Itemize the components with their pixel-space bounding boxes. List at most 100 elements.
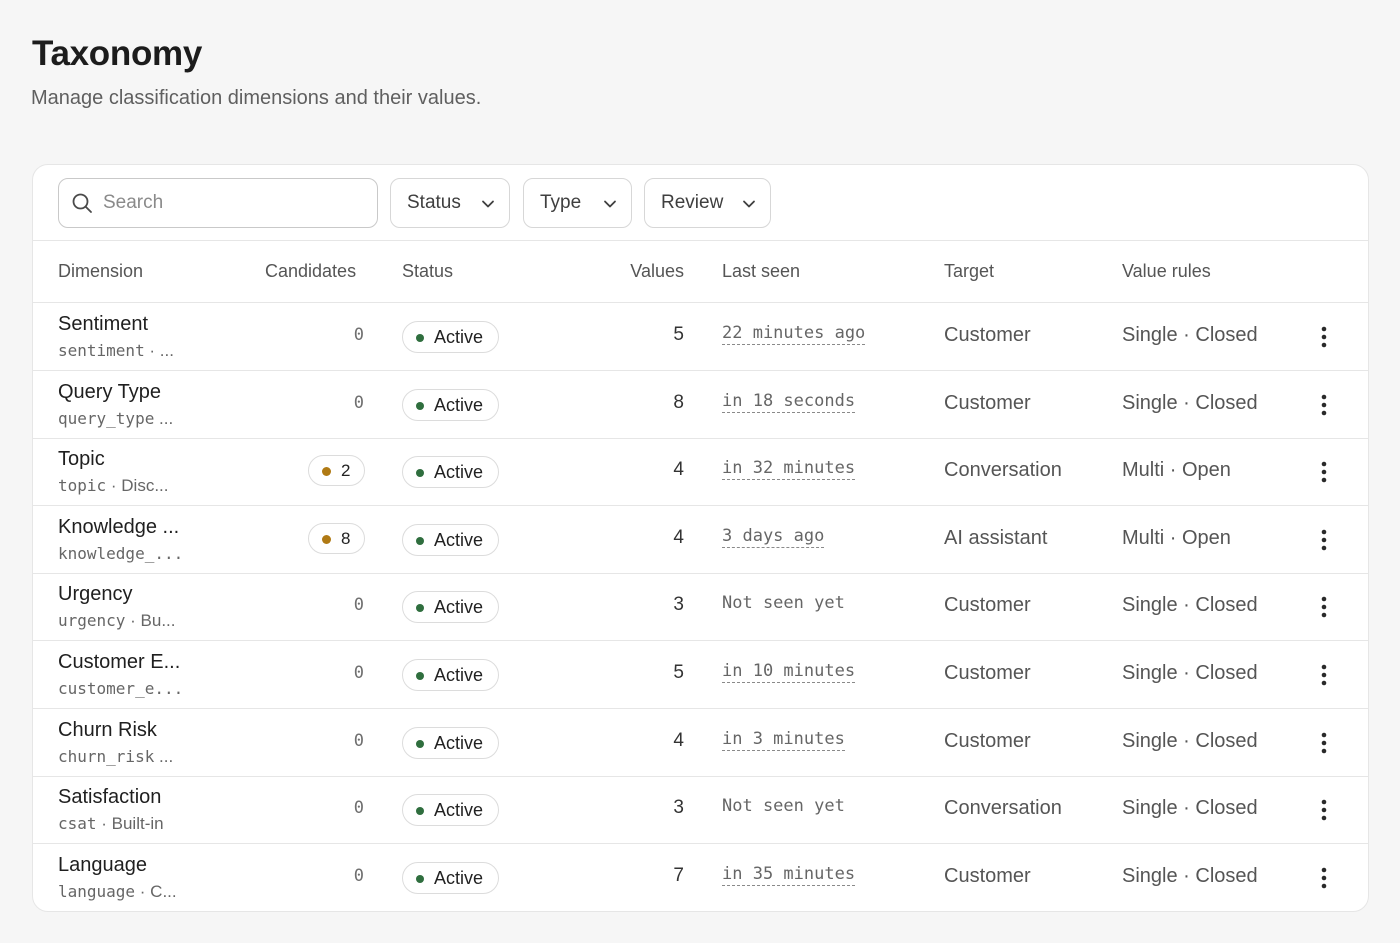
status-dot: [416, 739, 424, 748]
more-vertical-icon[interactable]: [1311, 864, 1337, 892]
dimension-description: · Disc...: [106, 476, 169, 496]
chevron-down-icon: [482, 200, 494, 208]
last-seen: in 18 seconds: [722, 390, 856, 413]
last-seen: 22 minutes ago: [722, 323, 866, 345]
dimension-slug: churn_risk: [58, 746, 155, 766]
search-box[interactable]: [58, 178, 378, 228]
table-row[interactable]: Urgency urgency · Bu... 0 Active 3 Not s…: [33, 573, 1368, 642]
table-row[interactable]: Customer E... customer_e... 0 Active 5 i…: [33, 641, 1368, 709]
dimension-name: Query Type: [58, 380, 162, 403]
table-row[interactable]: Language language · C... 0 Active 7 in 3…: [33, 844, 1368, 911]
table-row[interactable]: Query Type query_type ... 0 Active 8 in …: [33, 371, 1368, 439]
values-count: 5: [673, 324, 684, 345]
dimension-slug: urgency: [58, 611, 126, 631]
values-count: 3: [673, 594, 684, 616]
column-header-candidates[interactable]: Candidates: [265, 261, 357, 281]
column-header-value-rules[interactable]: Value rules: [1122, 261, 1211, 281]
status-filter-button[interactable]: Status: [390, 178, 510, 228]
target: Customer: [944, 729, 1031, 752]
candidates-count: 0: [353, 865, 364, 886]
dimension-name: Topic: [58, 448, 105, 471]
value-rules: Multi · Open: [1122, 459, 1231, 482]
target: Customer: [944, 662, 1031, 684]
page-title: Taxonomy: [32, 34, 203, 73]
dimension-name: Customer E...: [58, 651, 181, 673]
status-filter-label: Status: [407, 192, 461, 213]
target: Customer: [944, 391, 1031, 414]
more-vertical-icon[interactable]: [1311, 458, 1337, 486]
search-input[interactable]: [103, 189, 363, 217]
table-toolbar: Status Type Review: [33, 165, 1368, 241]
dimension-subtitle: churn_risk ...: [58, 747, 173, 767]
column-header-values[interactable]: Values: [630, 261, 684, 281]
candidates-badge[interactable]: 8: [308, 522, 365, 554]
values-count: 3: [673, 797, 684, 819]
dimension-description: ...: [154, 746, 174, 766]
status-badge: Active: [402, 388, 499, 421]
target: AI assistant: [944, 526, 1048, 549]
status-dot: [416, 334, 424, 342]
table-row[interactable]: Knowledge ... knowledge_... 8 Active 4 3…: [33, 506, 1368, 574]
candidates-count: 0: [353, 798, 364, 819]
dimension-subtitle: sentiment · ...: [58, 341, 174, 361]
table-row[interactable]: Topic topic · Disc... 2 Active 4 in 32 m…: [33, 438, 1368, 507]
status-badge: Active: [402, 659, 499, 691]
page-subtitle: Manage classification dimensions and the…: [31, 87, 482, 109]
dimension-name: Language: [58, 853, 147, 876]
status-badge: Active: [402, 523, 499, 556]
dimension-subtitle: urgency · Bu...: [58, 611, 176, 631]
column-header-dimension[interactable]: Dimension: [58, 261, 144, 281]
status-label: Active: [434, 327, 484, 347]
dimension-description: · Built-in: [96, 814, 164, 834]
status-dot: [416, 604, 424, 613]
status-label: Active: [434, 800, 484, 821]
status-dot: [416, 469, 424, 478]
target: Customer: [944, 864, 1031, 887]
status-dot: [416, 874, 424, 883]
status-badge: Active: [402, 726, 499, 759]
dimension-slug: topic: [58, 476, 107, 496]
value-rules: Single · Closed: [1122, 594, 1258, 617]
dimension-name: Churn Risk: [58, 718, 157, 741]
dimension-slug: query_type: [58, 408, 155, 428]
last-seen: in 3 minutes: [722, 728, 845, 751]
last-seen: in 10 minutes: [722, 661, 856, 683]
dimension-description: · C...: [135, 881, 177, 901]
value-rules: Single · Closed: [1122, 864, 1258, 887]
dimension-slug: language: [58, 881, 136, 901]
status-dot: [416, 401, 424, 410]
candidates-count: 0: [353, 595, 364, 616]
column-header-target[interactable]: Target: [944, 261, 995, 281]
dimension-subtitle: query_type ...: [58, 409, 173, 429]
target: Conversation: [944, 459, 1062, 482]
status-badge: Active: [402, 456, 499, 489]
more-vertical-icon[interactable]: [1311, 661, 1337, 689]
table-row[interactable]: Sentiment sentiment · ... 0 Active 5 22 …: [33, 303, 1368, 371]
dimension-subtitle: knowledge_...: [58, 544, 183, 564]
values-count: 4: [673, 459, 684, 481]
candidates-badge[interactable]: 2: [308, 455, 365, 487]
more-vertical-icon[interactable]: [1311, 391, 1337, 419]
candidates-badge-count: 8: [341, 528, 351, 548]
column-header-last-seen[interactable]: Last seen: [722, 261, 801, 281]
candidates-count: 0: [353, 730, 364, 751]
status-label: Active: [434, 732, 484, 753]
type-filter-button[interactable]: Type: [523, 178, 632, 228]
more-vertical-icon[interactable]: [1311, 323, 1337, 351]
status-badge: Active: [402, 794, 499, 827]
status-dot: [416, 672, 424, 680]
chevron-down-icon: [743, 200, 755, 208]
candidates-count: 0: [353, 325, 364, 345]
values-count: 4: [673, 526, 684, 548]
value-rules: Single · Closed: [1122, 391, 1258, 414]
table-row[interactable]: Satisfaction csat · Built-in 0 Active 3 …: [33, 776, 1368, 845]
table-row[interactable]: Churn Risk churn_risk ... 0 Active 4 in …: [33, 709, 1368, 777]
more-vertical-icon[interactable]: [1311, 593, 1337, 621]
target: Conversation: [944, 797, 1062, 820]
more-vertical-icon[interactable]: [1311, 526, 1337, 554]
review-filter-button[interactable]: Review: [644, 178, 771, 228]
column-header-status[interactable]: Status: [402, 261, 454, 281]
last-seen: Not seen yet: [722, 593, 845, 614]
more-vertical-icon[interactable]: [1311, 796, 1337, 824]
more-vertical-icon[interactable]: [1311, 729, 1337, 757]
